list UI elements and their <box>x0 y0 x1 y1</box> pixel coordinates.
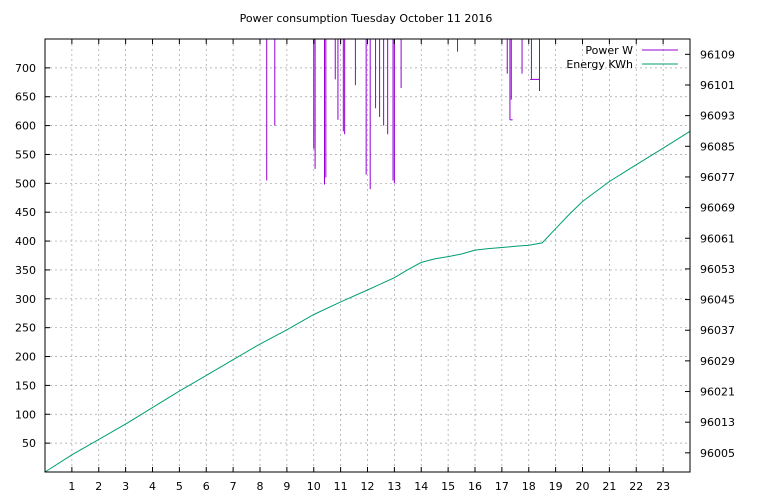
y2-tick-label: 96101 <box>700 79 735 92</box>
y-tick-label: 650 <box>15 91 36 104</box>
y-tick-label: 450 <box>15 206 36 219</box>
x-tick-label: 14 <box>414 480 428 493</box>
y2-tick-label: 96109 <box>700 48 735 61</box>
tick-labels: 1 2 3 4 5 6 7 8 9 10 11 12 13 14 15 16 17 18 19 20 21 22 23501… <box>15 48 735 493</box>
y-tick-label: 500 <box>15 177 36 190</box>
y2-tick-label: 96005 <box>700 447 735 460</box>
x-tick-label: 10 <box>307 480 321 493</box>
x-tick-label: 6 <box>203 480 210 493</box>
x-tick-label: 12 <box>361 480 375 493</box>
y-tick-label: 400 <box>15 235 36 248</box>
x-tick-label: 22 <box>629 480 643 493</box>
y2-tick-label: 96021 <box>700 386 735 399</box>
y-tick-label: 600 <box>15 120 36 133</box>
plot-frame <box>44 38 691 473</box>
y2-tick-label: 96093 <box>700 110 735 123</box>
y2-tick-label: 96085 <box>700 140 735 153</box>
y2-tick-label: 96029 <box>700 355 735 368</box>
x-tick-label: 8 <box>257 480 264 493</box>
y-tick-label: 300 <box>15 293 36 306</box>
x-tick-label: 1 <box>68 480 75 493</box>
x-tick-label: 20 <box>576 480 590 493</box>
y2-tick-label: 96037 <box>700 324 735 337</box>
x-tick-label: 18 <box>522 480 536 493</box>
legend-label-energy: Energy KWh <box>566 58 633 71</box>
x-tick-label: 17 <box>495 480 509 493</box>
axes <box>44 38 691 473</box>
y2-tick-label: 96061 <box>700 232 735 245</box>
y2-tick-label: 96077 <box>700 171 735 184</box>
legend: Power W Energy KWh <box>566 44 678 71</box>
y2-tick-label: 96053 <box>700 263 735 276</box>
y-tick-label: 350 <box>15 264 36 277</box>
x-tick-label: 15 <box>441 480 455 493</box>
x-tick-label: 5 <box>176 480 183 493</box>
x-tick-label: 19 <box>549 480 563 493</box>
y2-tick-label: 96013 <box>700 416 735 429</box>
y-tick-label: 550 <box>15 148 36 161</box>
y2-tick-label: 96045 <box>700 294 735 307</box>
x-tick-label: 2 <box>95 480 102 493</box>
grid <box>45 39 690 472</box>
x-tick-label: 4 <box>149 480 156 493</box>
y-tick-label: 50 <box>22 437 36 450</box>
series-line-energy <box>44 130 691 473</box>
x-tick-label: 23 <box>656 480 670 493</box>
y2-tick-label: 96069 <box>700 202 735 215</box>
x-tick-label: 3 <box>122 480 129 493</box>
y-tick-label: 200 <box>15 351 36 364</box>
y-tick-label: 150 <box>15 379 36 392</box>
series-layer <box>44 39 691 473</box>
y-tick-label: 100 <box>15 408 36 421</box>
x-tick-label: 16 <box>468 480 482 493</box>
x-tick-label: 13 <box>387 480 401 493</box>
y-tick-label: 700 <box>15 62 36 75</box>
chart-title: Power consumption Tuesday October 11 201… <box>240 12 493 25</box>
x-tick-label: 11 <box>334 480 348 493</box>
y-tick-label: 250 <box>15 322 36 335</box>
legend-label-power: Power W <box>585 44 633 57</box>
x-tick-label: 9 <box>283 480 290 493</box>
x-tick-label: 21 <box>602 480 616 493</box>
x-tick-label: 7 <box>230 480 237 493</box>
